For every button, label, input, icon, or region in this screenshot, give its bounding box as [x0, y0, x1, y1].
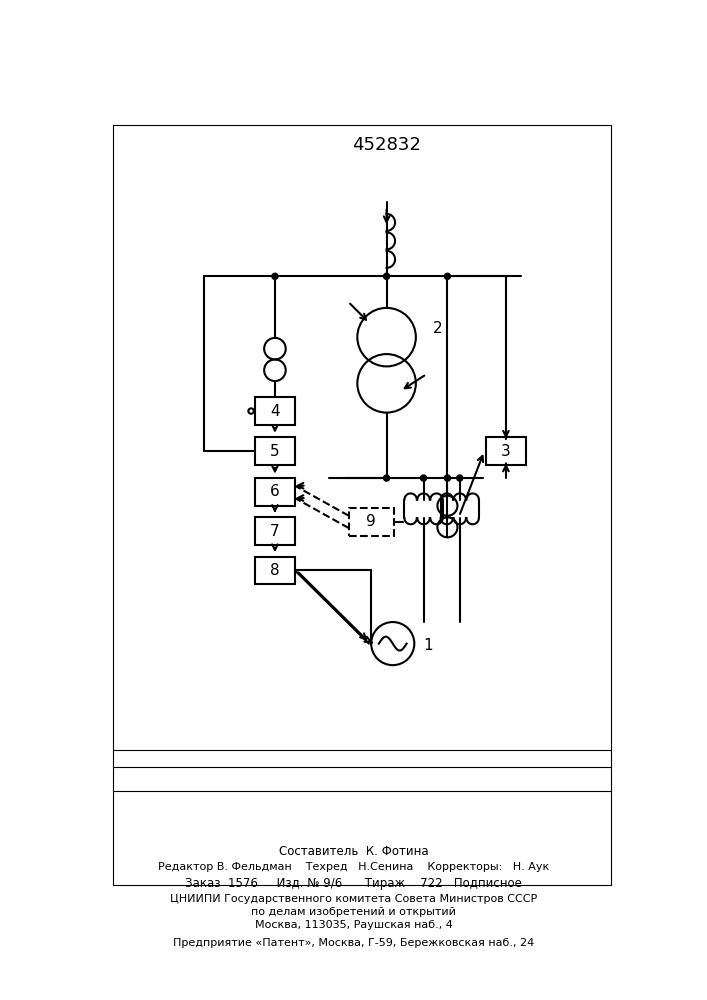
Text: Заказ  1576     Изд. № 9/6      Тираж    722   Подписное: Заказ 1576 Изд. № 9/6 Тираж 722 Подписно… [185, 877, 522, 890]
Bar [486, 437, 526, 465]
Text: 452832: 452832 [352, 136, 421, 154]
Bar [255, 397, 295, 425]
Circle shape [445, 274, 450, 279]
Text: Москва, 113035, Раушская наб., 4: Москва, 113035, Раушская наб., 4 [255, 920, 452, 930]
Text: Редактор В. Фельдман    Техред   Н.Сенина    Корректоры:   Н. Аук: Редактор В. Фельдман Техред Н.Сенина Кор… [158, 862, 549, 872]
Circle shape [384, 475, 390, 481]
Text: 9: 9 [366, 514, 376, 529]
Bar [255, 517, 295, 545]
Text: 6: 6 [270, 484, 280, 499]
Text: 7: 7 [270, 524, 280, 539]
Text: ЦНИИПИ Государственного комитета Совета Министров СССР: ЦНИИПИ Государственного комитета Совета … [170, 894, 537, 904]
Text: Предприятие «Патент», Москва, Г-59, Бережковская наб., 24: Предприятие «Патент», Москва, Г-59, Бере… [173, 938, 534, 948]
Text: 4: 4 [270, 404, 280, 419]
Circle shape [445, 475, 450, 481]
Circle shape [457, 475, 462, 481]
Circle shape [421, 475, 426, 481]
Circle shape [272, 274, 278, 279]
Text: 8: 8 [270, 563, 280, 578]
Bar [255, 437, 295, 465]
Bar [255, 478, 295, 506]
Text: 2: 2 [433, 321, 443, 336]
Bar [349, 508, 394, 536]
Text: по делам изобретений и открытий: по делам изобретений и открытий [251, 907, 456, 917]
Bar [255, 557, 295, 584]
Text: 5: 5 [270, 444, 280, 459]
Text: 3: 3 [501, 444, 511, 459]
Circle shape [384, 274, 390, 279]
Text: 1: 1 [423, 638, 433, 653]
Text: Составитель  К. Фотина: Составитель К. Фотина [279, 845, 428, 858]
